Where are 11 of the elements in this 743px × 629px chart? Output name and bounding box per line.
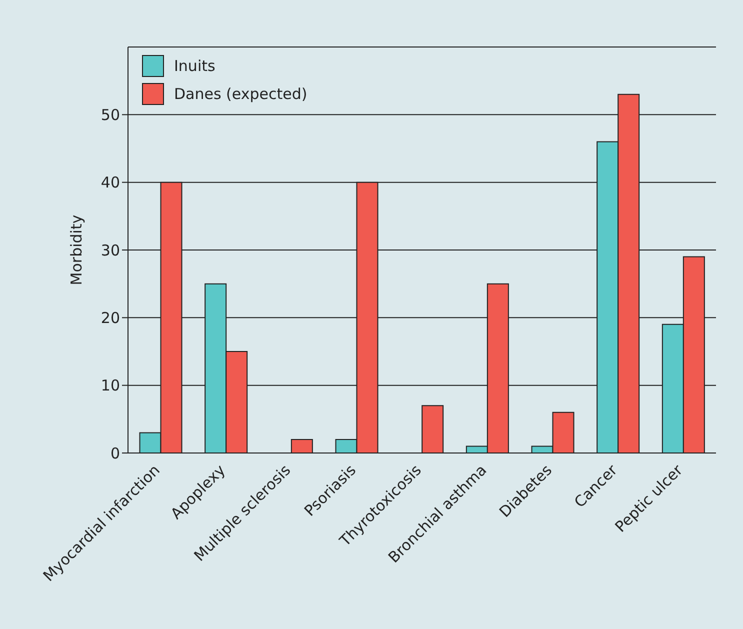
y-tick-label: 20 bbox=[100, 308, 120, 327]
legend-label: Inuits bbox=[174, 56, 216, 77]
y-tick-label: 30 bbox=[100, 241, 120, 260]
y-tick-label: 0 bbox=[110, 444, 120, 462]
bar bbox=[290, 438, 313, 453]
y-tick-label: 40 bbox=[100, 174, 120, 192]
y-tick-label: 50 bbox=[100, 106, 120, 124]
bar bbox=[422, 405, 444, 453]
legend-label: Danes (expected) bbox=[174, 84, 308, 105]
y-tick-label: 10 bbox=[100, 376, 120, 395]
y-axis-title: Morbidity bbox=[67, 214, 86, 286]
